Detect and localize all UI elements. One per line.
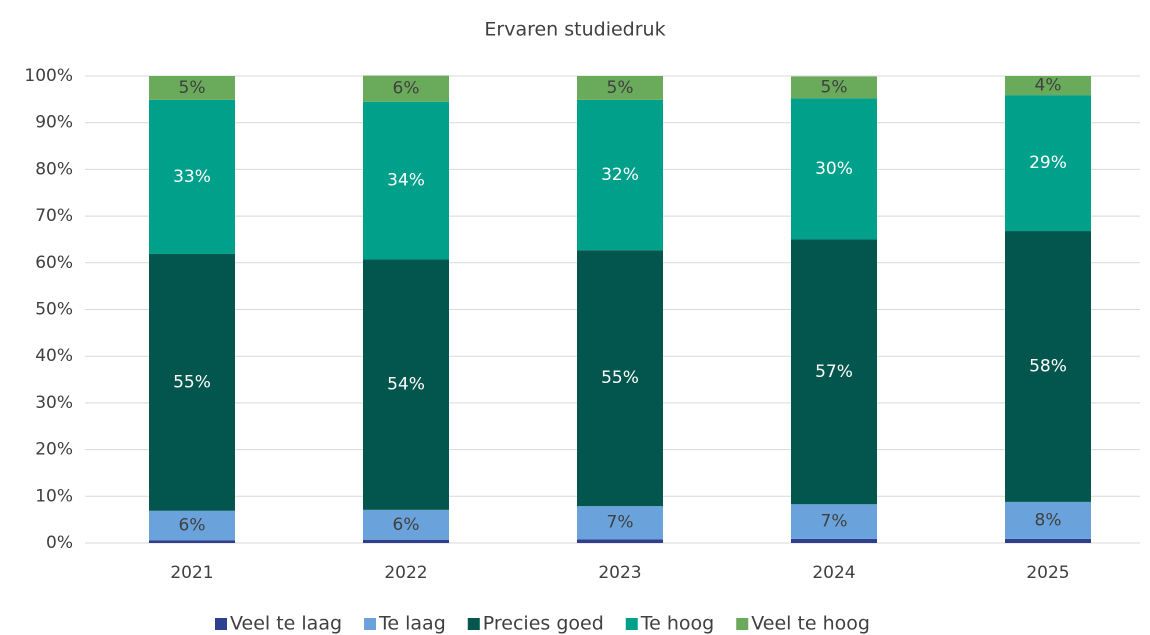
data-label: 55% [601, 368, 639, 388]
bar-segment [363, 75, 449, 102]
y-tick-label: 60% [35, 253, 73, 273]
data-label: 6% [179, 515, 206, 535]
y-tick-label: 10% [35, 486, 73, 506]
data-label: 33% [173, 167, 211, 187]
data-label: 7% [821, 512, 848, 532]
data-label: 6% [393, 515, 420, 535]
y-tick-label: 20% [35, 440, 73, 460]
legend-label: Te laag [378, 613, 446, 635]
x-tick-label: 2021 [170, 563, 213, 583]
bar-segment [791, 98, 877, 240]
bar-segment [791, 239, 877, 505]
data-label: 29% [1029, 153, 1067, 173]
data-label: 5% [179, 78, 206, 98]
y-tick-label: 70% [35, 206, 73, 226]
data-label: 4% [1035, 76, 1062, 96]
legend-label: Precies goed [483, 613, 604, 635]
bar-segment [577, 539, 663, 543]
chart-title: Ervaren studiedruk [484, 19, 665, 41]
bar-segment [1005, 95, 1091, 232]
legend-label: Te hoog [640, 613, 714, 635]
legend-swatch [215, 618, 227, 630]
legend-swatch [625, 618, 638, 630]
data-label: 30% [815, 159, 853, 179]
bar-segment [577, 76, 663, 100]
bar-segment [577, 99, 663, 251]
bar-segment [363, 259, 449, 510]
bar-segment [1005, 501, 1091, 539]
data-label: 34% [387, 171, 425, 191]
bar-segment [149, 540, 235, 543]
legend-label: Veel te laag [230, 613, 342, 635]
data-label: 6% [393, 79, 420, 99]
legend-label: Veel te hoog [751, 613, 870, 635]
legend-swatch [364, 618, 377, 630]
bar-segment [1005, 76, 1091, 96]
data-label: 8% [1035, 510, 1062, 530]
bar-segment [363, 539, 449, 543]
data-label: 55% [173, 372, 211, 392]
y-tick-label: 40% [35, 346, 73, 366]
legend-swatch [736, 618, 749, 630]
bar-segment [149, 253, 235, 511]
bar-segment [577, 506, 663, 540]
x-tick-label: 2023 [598, 563, 641, 583]
data-label: 54% [387, 375, 425, 395]
data-label: 5% [607, 78, 634, 98]
x-tick-label: 2022 [384, 563, 427, 583]
data-label: 57% [815, 362, 853, 382]
legend-swatch [467, 618, 480, 630]
y-tick-label: 90% [35, 113, 73, 133]
y-tick-label: 50% [35, 300, 73, 320]
bar-segment [363, 509, 449, 540]
y-tick-label: 0% [46, 533, 73, 553]
bar-segment [149, 99, 235, 254]
data-label: 7% [607, 513, 634, 533]
bar-segment [791, 76, 877, 99]
bar-segment [1005, 231, 1091, 502]
data-label: 58% [1029, 356, 1067, 376]
bar-segment [149, 76, 235, 100]
x-tick-label: 2024 [812, 563, 855, 583]
data-label: 32% [601, 165, 639, 185]
y-tick-label: 80% [35, 159, 73, 179]
y-tick-label: 30% [35, 393, 73, 413]
bar-segment [363, 101, 449, 260]
data-label: 5% [821, 77, 848, 97]
bar-segment [577, 250, 663, 507]
bar-segment [791, 538, 877, 543]
bar-segment [791, 504, 877, 539]
bar-segment [149, 510, 235, 541]
bar-segment [1005, 538, 1091, 543]
x-tick-label: 2025 [1026, 563, 1069, 583]
y-tick-label: 100% [24, 66, 73, 86]
